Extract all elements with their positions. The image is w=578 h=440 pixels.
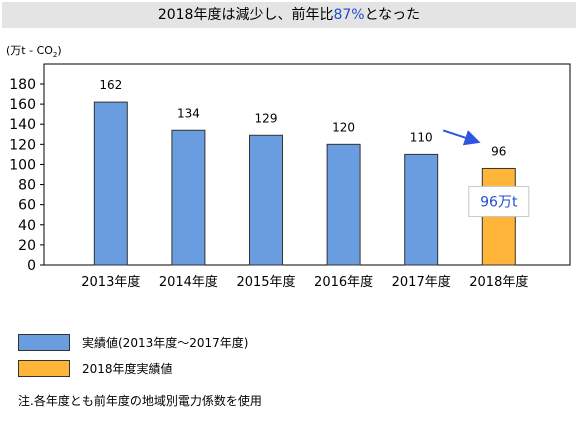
legend-swatch-actual (18, 334, 70, 351)
title-prefix: 2018年度は減少し、前年比 (157, 7, 334, 23)
unit-close: ) (57, 44, 62, 57)
callout-text: 96万t (480, 194, 518, 210)
data-label: 120 (332, 120, 355, 134)
y-tick-label: 180 (9, 77, 36, 93)
x-tick-label: 2014年度 (159, 274, 218, 290)
title-suffix: となった (364, 7, 421, 23)
data-label-box (406, 128, 437, 146)
y-tick-label: 140 (9, 117, 36, 133)
unit-subscript: 2 (52, 51, 58, 60)
data-label: 110 (410, 130, 433, 144)
unit-text: (万t - CO (6, 44, 53, 57)
data-label: 96 (491, 144, 506, 158)
y-tick-label: 120 (9, 137, 36, 153)
data-label-box (95, 76, 126, 94)
y-tick-label: 80 (18, 178, 36, 194)
bar (249, 134, 283, 266)
data-label-box (173, 104, 204, 122)
data-label-box (328, 118, 359, 136)
bar (326, 143, 361, 266)
bar (404, 153, 439, 266)
legend-item-2018: 2018年度実績値 (18, 360, 173, 377)
data-label: 162 (99, 78, 122, 92)
y-tick-label: 40 (18, 218, 36, 234)
y-tick-label: 20 (18, 238, 36, 254)
data-label: 134 (177, 106, 200, 120)
legend-item-actual: 実績値(2013年度～2017年度) (18, 334, 248, 351)
legend-label-actual: 実績値(2013年度～2017年度) (82, 336, 249, 350)
legend-swatch-2018 (18, 360, 70, 377)
bar (93, 101, 128, 266)
y-tick-label: 0 (27, 258, 36, 274)
x-tick-label: 2015年度 (236, 274, 295, 290)
y-tick-label: 100 (9, 157, 36, 173)
x-tick-label: 2017年度 (392, 274, 451, 290)
title-highlight: 87% (333, 7, 365, 23)
data-label-box (483, 142, 514, 160)
x-tick-label: 2018年度 (469, 274, 528, 290)
x-tick-label: 2016年度 (314, 274, 373, 290)
bar-chart: 0 20 40 60 80 100 120 140 160 180 162 2013年度 134 2014… (9, 63, 571, 290)
callout-box (468, 185, 530, 217)
y-tick-label: 160 (9, 97, 36, 113)
bar (171, 129, 206, 266)
data-label: 129 (255, 111, 278, 125)
data-label-box (251, 109, 281, 127)
legend-label-2018: 2018年度実績値 (82, 362, 173, 376)
y-tick-label: 60 (18, 198, 36, 214)
footnote: 注.各年度とも前年度の地域別電力係数を使用 (18, 394, 262, 408)
unit-label: (万t - CO2) (6, 42, 62, 59)
x-tick-label: 2013年度 (81, 274, 140, 290)
chart-title: 2018年度は減少し、前年比87%となった (2, 2, 576, 28)
trend-arrow (442, 129, 481, 146)
